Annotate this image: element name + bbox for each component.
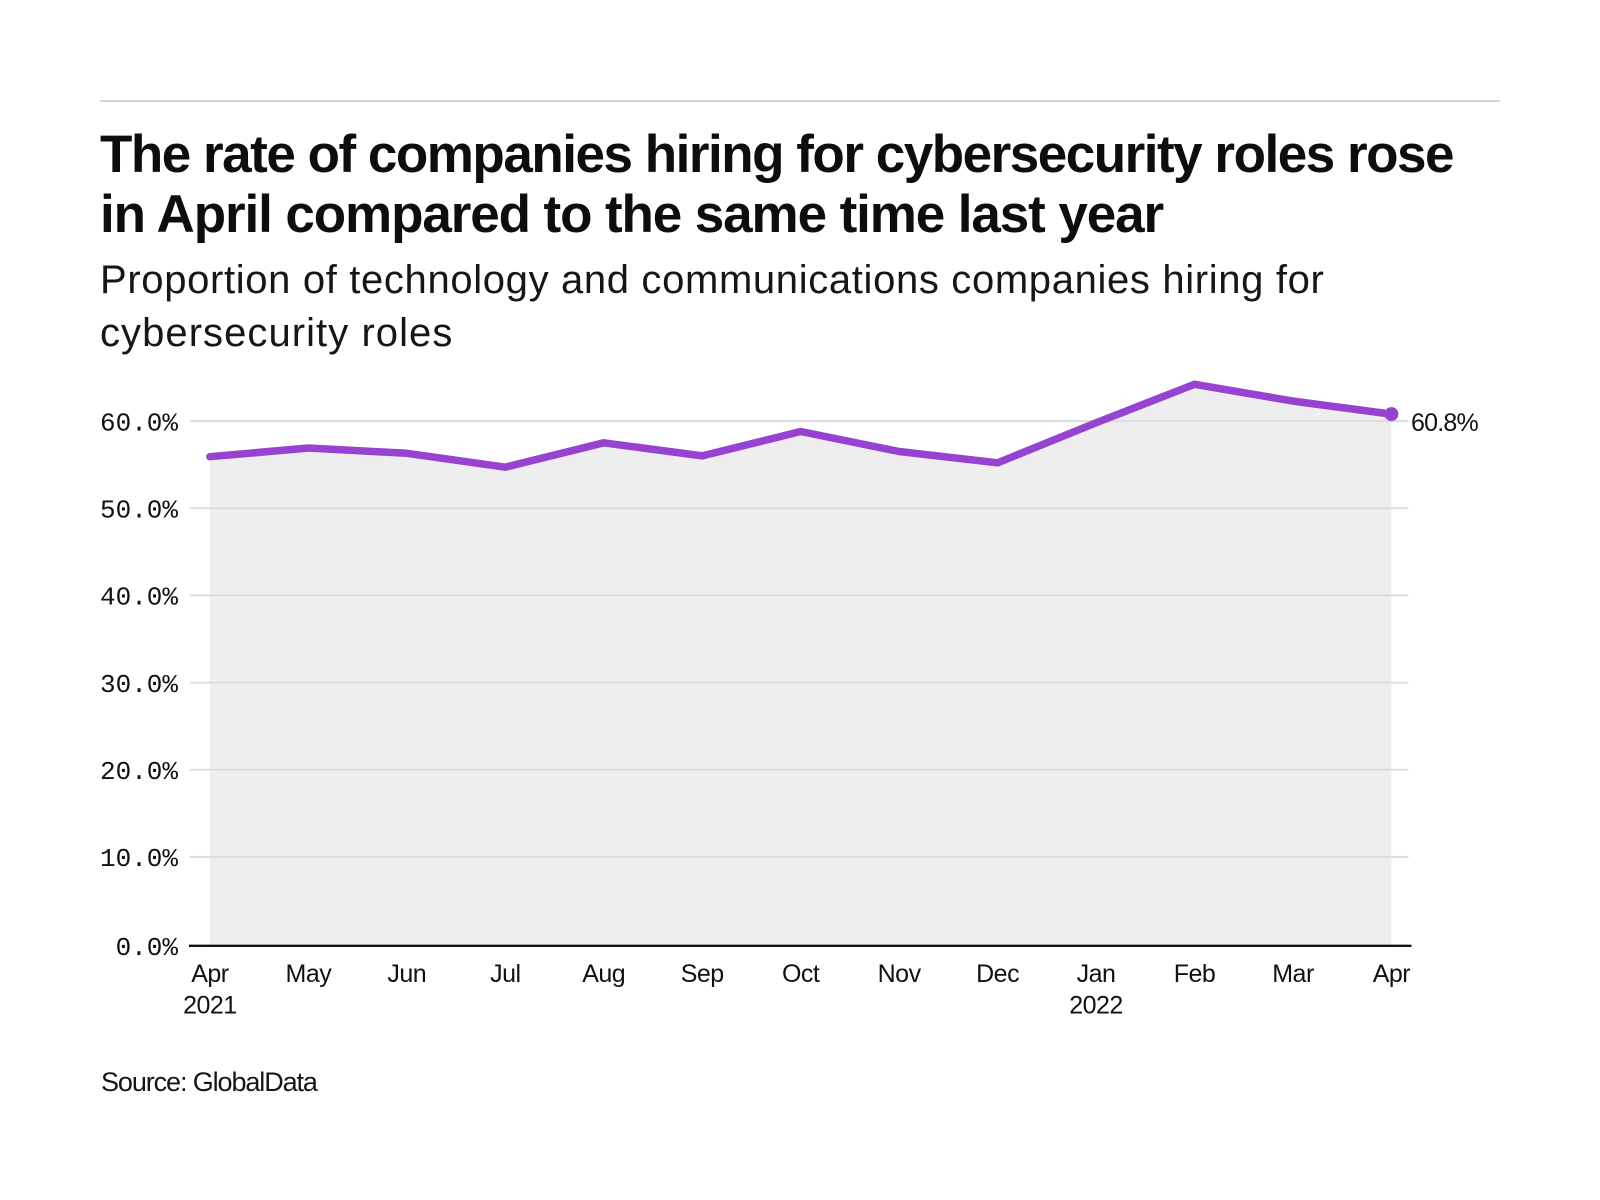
svg-text:Jul: Jul [490, 960, 520, 988]
svg-text:50.0%: 50.0% [100, 496, 178, 526]
svg-text:Feb: Feb [1174, 960, 1216, 988]
svg-text:30.0%: 30.0% [100, 670, 178, 700]
svg-text:Aug: Aug [582, 960, 625, 988]
svg-text:2022: 2022 [1069, 992, 1123, 1020]
svg-text:40.0%: 40.0% [100, 583, 178, 613]
svg-text:2021: 2021 [183, 992, 237, 1020]
svg-text:Sep: Sep [681, 960, 724, 988]
svg-text:Nov: Nov [878, 960, 922, 988]
svg-text:Apr: Apr [1373, 960, 1411, 988]
svg-text:Jun: Jun [387, 960, 426, 988]
svg-text:May: May [286, 960, 333, 988]
svg-text:Oct: Oct [782, 960, 820, 988]
svg-text:60.0%: 60.0% [100, 408, 178, 438]
svg-text:Jan: Jan [1077, 960, 1116, 988]
svg-text:10.0%: 10.0% [100, 844, 178, 874]
svg-text:20.0%: 20.0% [100, 757, 178, 787]
svg-text:Dec: Dec [976, 960, 1019, 988]
svg-text:Apr: Apr [191, 960, 229, 988]
svg-text:60.8%: 60.8% [1411, 409, 1478, 437]
svg-text:Mar: Mar [1272, 960, 1314, 988]
svg-text:0.0%: 0.0% [116, 933, 179, 963]
